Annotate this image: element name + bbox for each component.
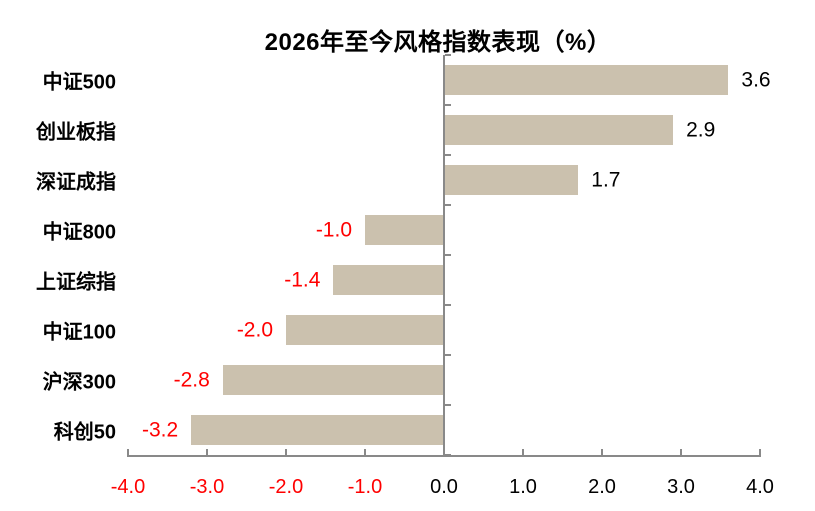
y-axis-tick — [445, 104, 451, 106]
category-label: 上证综指 — [36, 271, 116, 294]
category-label: 中证100 — [42, 321, 116, 344]
x-tick-label: -4.0 — [110, 476, 146, 498]
y-axis-line — [443, 55, 445, 457]
value-label: 1.7 — [591, 168, 621, 192]
bar — [333, 265, 444, 295]
category-label: 中证500 — [42, 71, 116, 94]
bar — [444, 165, 579, 195]
x-tick-label: -1.0 — [347, 476, 383, 498]
value-label: -3.2 — [142, 418, 179, 442]
bar — [286, 315, 444, 345]
x-tick-label: 2.0 — [588, 476, 616, 498]
value-label: -1.4 — [284, 268, 321, 292]
value-label: 3.6 — [741, 68, 771, 92]
value-label: -2.8 — [173, 368, 210, 392]
x-axis-tick — [601, 449, 603, 455]
x-axis-tick — [680, 449, 682, 455]
bar — [365, 215, 444, 245]
chart-title: 2026年至今风格指数表现（%） — [264, 29, 612, 56]
category-label: 深证成指 — [36, 171, 116, 194]
y-axis-tick — [445, 154, 451, 156]
y-axis-tick — [445, 404, 451, 406]
x-axis-line — [127, 455, 761, 457]
x-tick-label: -3.0 — [189, 476, 225, 498]
x-tick-label: -2.0 — [268, 476, 304, 498]
y-axis-tick — [445, 204, 451, 206]
x-tick-label: 0.0 — [430, 476, 458, 498]
bar — [222, 365, 444, 395]
category-label: 创业板指 — [36, 121, 116, 144]
x-axis-tick — [127, 449, 129, 455]
y-axis-tick — [445, 304, 451, 306]
x-axis-tick — [522, 449, 524, 455]
value-label: 2.9 — [686, 118, 716, 142]
category-label: 科创50 — [53, 421, 116, 444]
x-axis-tick — [443, 449, 445, 455]
x-tick-label: 3.0 — [667, 476, 695, 498]
value-label: -1.0 — [315, 218, 352, 242]
x-axis-tick — [206, 449, 208, 455]
bar — [191, 415, 444, 445]
x-tick-label: 4.0 — [746, 476, 774, 498]
y-axis-tick — [445, 254, 451, 256]
x-axis-tick — [364, 449, 366, 455]
bar — [444, 115, 674, 145]
value-label: -2.0 — [236, 318, 273, 342]
y-axis-tick — [445, 54, 451, 56]
category-label: 沪深300 — [42, 371, 116, 394]
bar — [444, 65, 729, 95]
x-tick-label: 1.0 — [509, 476, 537, 498]
y-axis-tick — [445, 354, 451, 356]
x-axis-tick — [759, 449, 761, 455]
category-label: 中证800 — [42, 221, 116, 244]
x-axis-tick — [285, 449, 287, 455]
